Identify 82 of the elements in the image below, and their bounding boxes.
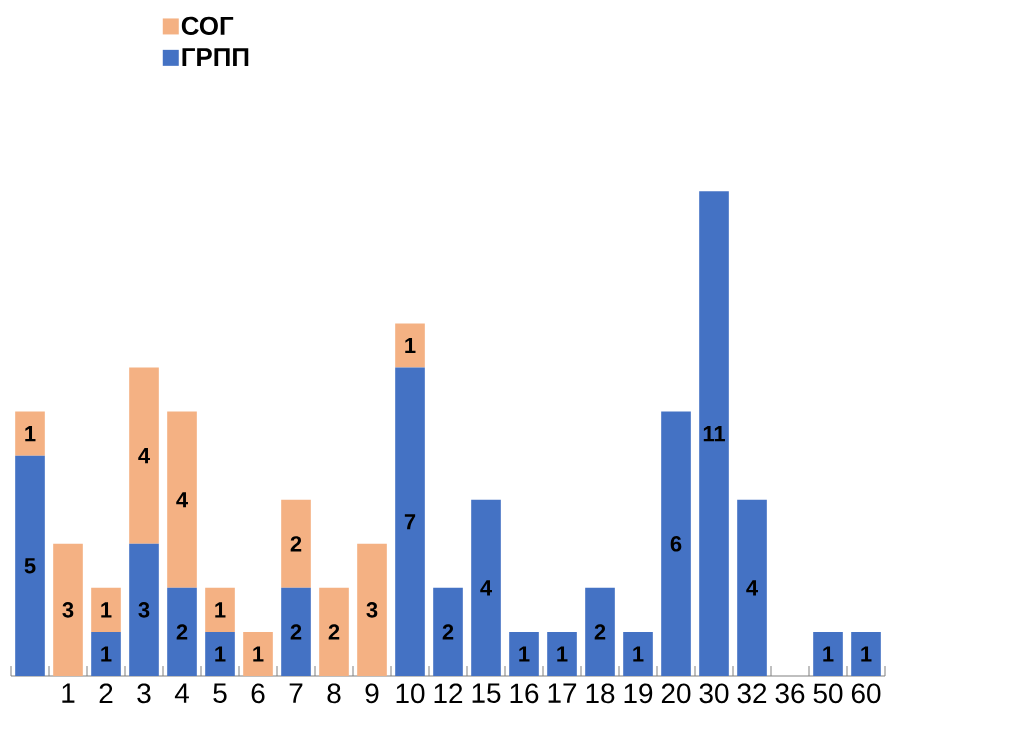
bar (205, 631, 235, 676)
x-tick-label: 5 (213, 683, 227, 703)
bar (661, 411, 691, 676)
data-label: 1 (823, 646, 834, 662)
data-label: 4 (746, 580, 758, 596)
legend-label: ГРПП (182, 48, 249, 67)
x-tick-label: 19 (624, 683, 653, 704)
data-label: 4 (176, 492, 188, 508)
bar (129, 543, 159, 676)
data-label: 3 (62, 602, 74, 618)
bar (851, 631, 881, 676)
x-tick-label: 2 (99, 683, 113, 703)
data-label: 1 (253, 646, 264, 662)
data-label: 2 (176, 624, 188, 640)
bar (737, 499, 767, 676)
bar (395, 323, 425, 368)
data-label: 7 (404, 514, 416, 530)
bar (91, 587, 121, 632)
bar (53, 543, 83, 676)
data-label: 1 (25, 426, 36, 442)
x-tick-label: 6 (251, 683, 265, 704)
x-tick-label: 60 (851, 683, 881, 704)
bar (509, 631, 539, 676)
data-label: 1 (215, 646, 226, 662)
x-tick-label: 18 (586, 683, 615, 704)
x-tick-label: 9 (365, 683, 379, 704)
bar (357, 543, 387, 676)
data-label: 6 (670, 536, 682, 552)
data-label: 1 (215, 602, 226, 618)
x-tick-label: 16 (510, 683, 539, 704)
data-label: 2 (594, 624, 606, 640)
x-tick-label: 17 (548, 683, 577, 703)
bar (395, 367, 425, 676)
data-label: 3 (366, 602, 378, 618)
data-label: 1 (633, 646, 644, 662)
data-label: 1 (101, 602, 112, 618)
data-label: 1 (861, 646, 872, 662)
bar (547, 631, 577, 676)
x-tick-label: 1 (62, 683, 75, 703)
bar (281, 499, 311, 588)
bar (91, 631, 121, 676)
bar (471, 499, 501, 676)
data-label: 1 (101, 646, 112, 662)
data-label: 11 (703, 426, 725, 442)
x-tick-label: 10 (396, 683, 425, 704)
bar (167, 587, 197, 676)
data-label: 2 (328, 624, 340, 640)
bar (623, 631, 653, 676)
data-label: 2 (290, 624, 302, 640)
bar (167, 411, 197, 588)
data-label: 4 (138, 448, 150, 464)
data-label: 2 (442, 624, 454, 640)
bar (319, 587, 349, 676)
bar (433, 587, 463, 676)
x-tick-label: 20 (661, 683, 691, 704)
bar (205, 587, 235, 632)
data-label: 1 (405, 337, 416, 354)
x-tick-label: 8 (327, 683, 341, 704)
data-label: 1 (519, 646, 530, 662)
bar (281, 587, 311, 676)
bar (585, 587, 615, 676)
x-tick-label: 12 (434, 683, 463, 703)
data-label: 2 (290, 536, 302, 552)
bar (15, 455, 45, 676)
bar (243, 631, 273, 676)
x-tick-label: 36 (775, 683, 805, 704)
bar (699, 191, 729, 676)
bar (813, 631, 843, 676)
data-label: 1 (557, 646, 568, 662)
x-tick-label: 32 (737, 683, 767, 704)
x-tick-label: 3 (137, 683, 151, 704)
data-label: 5 (24, 558, 36, 574)
bar (129, 367, 159, 544)
x-tick-label: 4 (174, 683, 189, 703)
legend-label: СОГ (181, 16, 234, 35)
x-tick-label: 7 (289, 683, 303, 703)
data-label: 3 (138, 602, 150, 618)
bar (15, 411, 45, 456)
x-tick-label: 15 (472, 683, 501, 703)
x-tick-label: 30 (699, 683, 729, 704)
x-tick-label: 50 (813, 683, 843, 704)
data-label: 4 (480, 580, 492, 596)
